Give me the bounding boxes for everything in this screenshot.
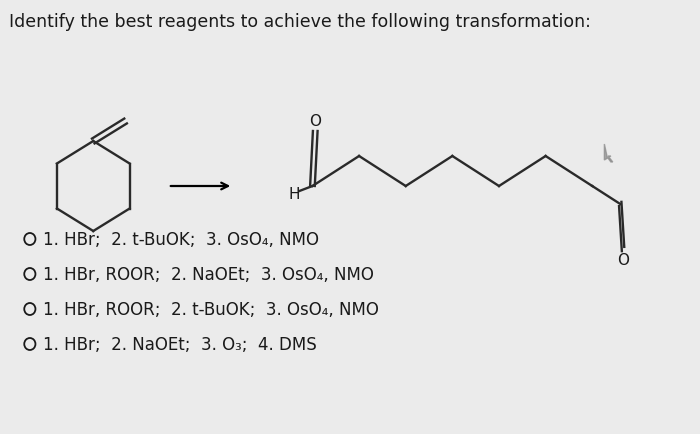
Text: 1. HBr;  2. t-BuOK;  3. OsO₄, NMO: 1. HBr; 2. t-BuOK; 3. OsO₄, NMO — [43, 230, 319, 248]
Polygon shape — [604, 145, 612, 163]
Text: 1. HBr, ROOR;  2. NaOEt;  3. OsO₄, NMO: 1. HBr, ROOR; 2. NaOEt; 3. OsO₄, NMO — [43, 265, 374, 283]
Text: Identify the best reagents to achieve the following transformation:: Identify the best reagents to achieve th… — [9, 13, 592, 31]
Text: 1. HBr, ROOR;  2. t-BuOK;  3. OsO₄, NMO: 1. HBr, ROOR; 2. t-BuOK; 3. OsO₄, NMO — [43, 300, 379, 318]
Text: O: O — [309, 114, 321, 129]
Text: H: H — [288, 187, 300, 202]
Text: 1. HBr;  2. NaOEt;  3. O₃;  4. DMS: 1. HBr; 2. NaOEt; 3. O₃; 4. DMS — [43, 335, 316, 353]
Text: O: O — [617, 252, 629, 267]
